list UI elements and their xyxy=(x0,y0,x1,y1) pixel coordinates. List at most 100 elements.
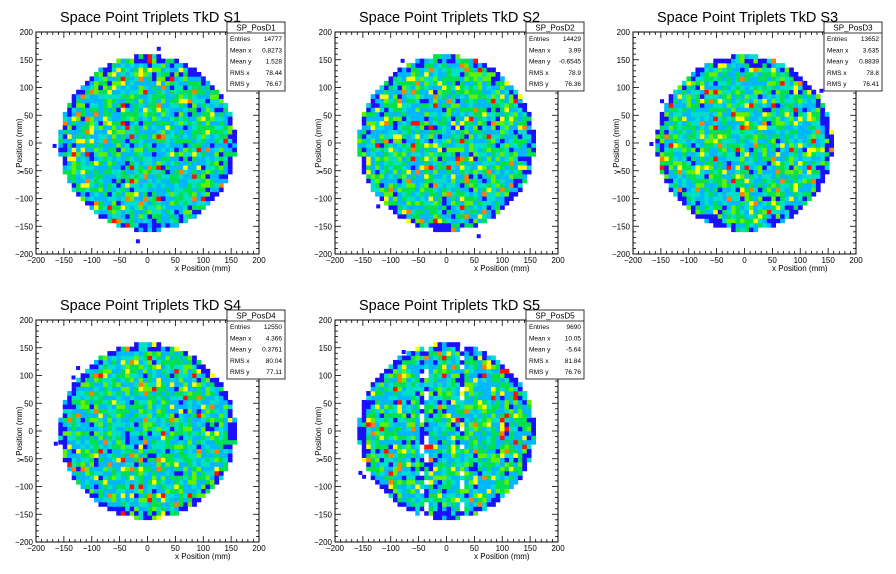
heatmap-cell xyxy=(174,67,180,73)
heatmap-cell xyxy=(165,156,171,162)
heatmap-cell xyxy=(748,151,754,157)
heatmap-cell xyxy=(178,196,184,202)
heatmap-cell xyxy=(513,169,519,175)
heatmap-cell xyxy=(160,129,166,135)
heatmap-cell xyxy=(446,169,452,175)
heatmap-cell xyxy=(495,169,501,175)
heatmap-cell xyxy=(85,200,90,206)
heatmap-cell xyxy=(102,435,108,441)
heatmap-cell xyxy=(477,85,483,91)
heatmap-cell xyxy=(744,58,750,64)
heatmap-cell xyxy=(125,71,130,77)
heatmap-cell xyxy=(201,85,206,91)
heatmap-cell xyxy=(165,116,171,122)
heatmap-cell xyxy=(762,191,768,197)
heatmap-cell xyxy=(156,125,162,130)
heatmap-cell xyxy=(125,439,130,445)
heatmap-cell xyxy=(143,391,148,396)
heatmap-cell xyxy=(379,174,385,179)
heatmap-cell xyxy=(169,187,175,193)
heatmap-cell xyxy=(366,174,371,179)
heatmap-cell xyxy=(138,103,144,108)
heatmap-cell xyxy=(664,134,669,139)
heatmap-cell xyxy=(820,151,826,157)
heatmap-cell xyxy=(433,196,438,202)
heatmap-cell xyxy=(102,174,108,179)
heatmap-cell xyxy=(156,111,162,117)
heatmap-cell xyxy=(214,191,220,197)
heatmap-cell xyxy=(473,205,479,210)
heatmap-cell xyxy=(806,156,812,162)
heatmap-cell xyxy=(67,404,72,410)
heatmap-cell xyxy=(433,160,438,166)
heatmap-cell xyxy=(699,165,705,170)
heatmap-cell xyxy=(415,205,421,210)
heatmap-cell xyxy=(757,111,763,117)
heatmap-cell xyxy=(143,111,148,117)
heatmap-cell xyxy=(482,160,487,166)
heatmap-cell xyxy=(165,191,171,197)
heatmap-cell xyxy=(735,209,741,215)
heatmap-cell xyxy=(793,89,799,95)
heatmap-cell xyxy=(227,116,233,122)
heatmap-cell xyxy=(102,462,108,467)
heatmap-cell xyxy=(62,417,68,423)
heatmap-cell xyxy=(357,129,363,135)
heatmap-cell xyxy=(71,151,77,157)
heatmap-cell xyxy=(442,89,447,95)
heatmap-cell xyxy=(196,125,202,130)
heatmap-cell xyxy=(771,76,777,82)
heatmap-cell xyxy=(789,169,794,175)
heatmap-cell xyxy=(165,98,171,104)
heatmap-cell xyxy=(111,214,117,219)
heatmap-cell xyxy=(120,510,126,516)
heatmap-cell xyxy=(415,111,421,117)
heatmap-cell xyxy=(771,134,777,139)
heatmap-cell xyxy=(134,138,139,144)
heatmap-cell xyxy=(708,116,714,122)
heatmap-cell xyxy=(116,165,122,170)
heatmap-cell xyxy=(433,103,438,108)
outlier-cell xyxy=(135,239,140,244)
heatmap-cell xyxy=(138,404,144,410)
heatmap-cell xyxy=(183,187,188,193)
heatmap-cell xyxy=(143,422,148,427)
heatmap-cell xyxy=(143,417,148,423)
heatmap-cell xyxy=(147,76,153,82)
heatmap-cell xyxy=(71,120,77,126)
heatmap-cell xyxy=(223,178,229,184)
heatmap-cell xyxy=(713,111,719,117)
heatmap-cell xyxy=(165,178,171,184)
heatmap-cell xyxy=(156,218,162,224)
heatmap-cell xyxy=(85,435,90,441)
heatmap-cell xyxy=(793,125,799,130)
heatmap-cell xyxy=(722,196,727,202)
heatmap-cell xyxy=(111,422,117,427)
heatmap-cell xyxy=(375,111,380,117)
heatmap-cell xyxy=(789,116,794,122)
heatmap-cell xyxy=(143,205,148,210)
heatmap-cell xyxy=(708,209,714,215)
heatmap-cell xyxy=(201,165,206,170)
heatmap-cell xyxy=(151,359,157,365)
heatmap-cell xyxy=(401,165,407,170)
heatmap-cell xyxy=(713,222,719,228)
heatmap-cell xyxy=(433,54,438,59)
heatmap-cell xyxy=(375,156,380,162)
heatmap-cell xyxy=(134,426,139,432)
stats-value: 13652 xyxy=(861,36,879,43)
heatmap-cell xyxy=(116,351,122,356)
heatmap-cell xyxy=(793,134,799,139)
heatmap-cell xyxy=(392,138,398,144)
heatmap-cell xyxy=(116,444,122,450)
heatmap-cell xyxy=(500,200,505,206)
heatmap-cell xyxy=(147,497,153,503)
heatmap-cell xyxy=(397,214,403,219)
heatmap-cell xyxy=(744,156,750,162)
heatmap-cell xyxy=(107,218,113,224)
heatmap-cell xyxy=(384,80,389,86)
heatmap-cell xyxy=(740,111,745,117)
heatmap-cell xyxy=(757,107,763,113)
heatmap-cell xyxy=(500,125,505,130)
heatmap-cell xyxy=(722,187,727,193)
